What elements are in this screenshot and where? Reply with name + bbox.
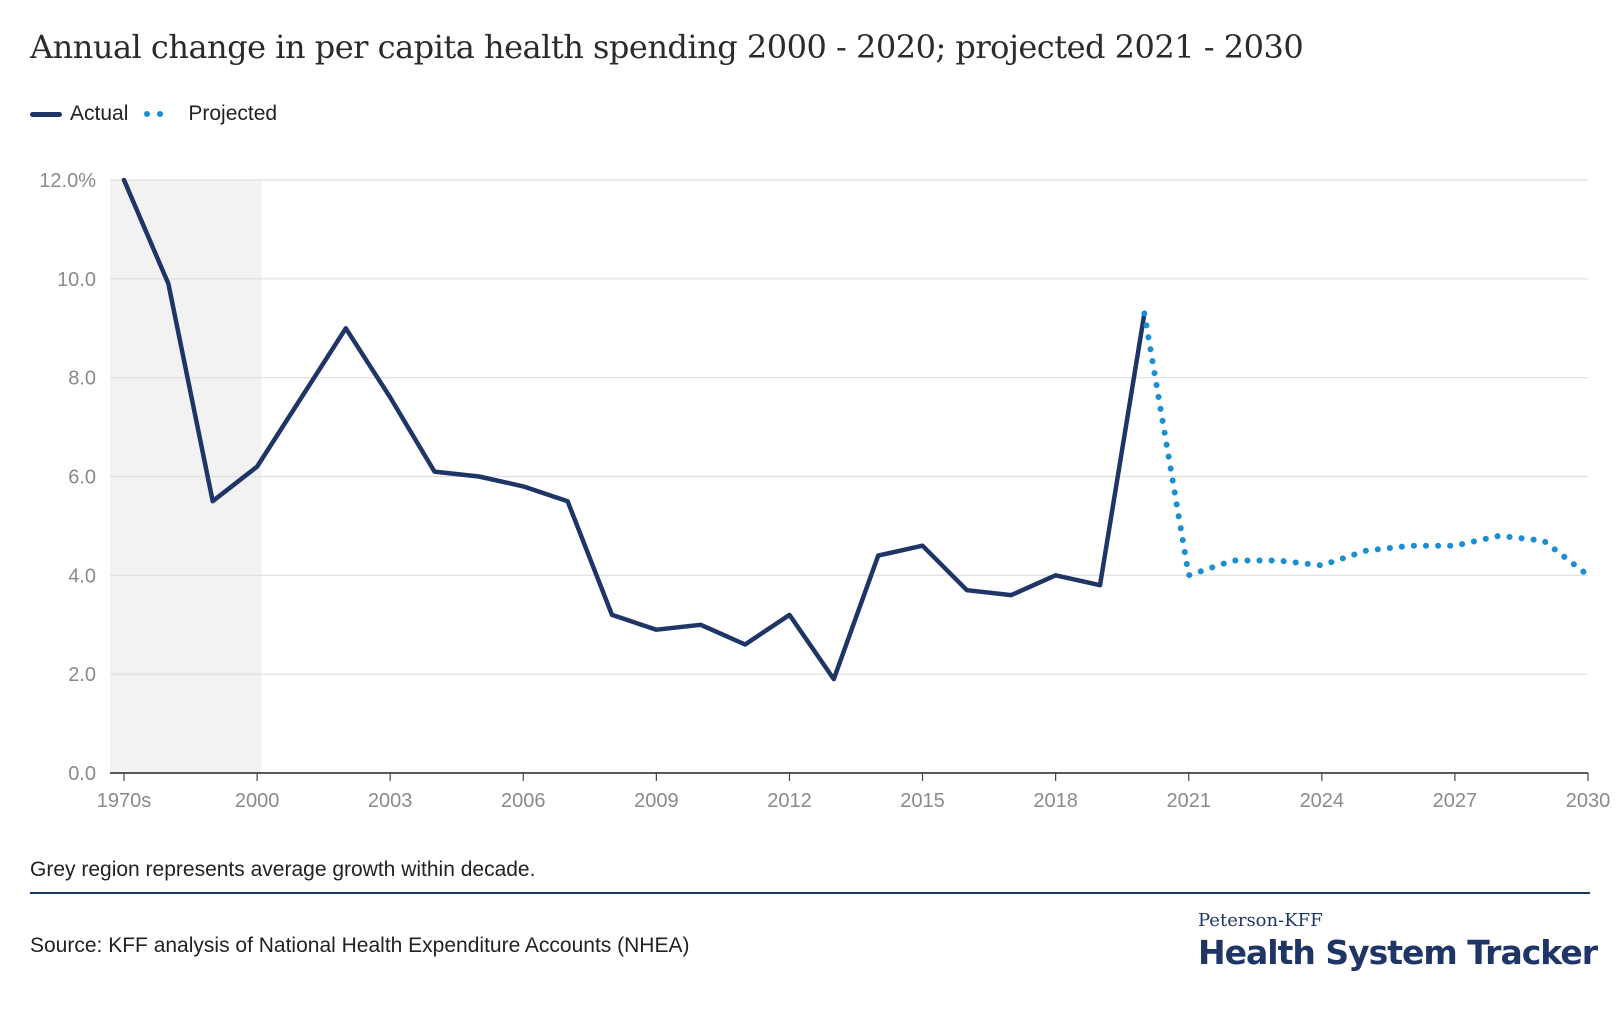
legend-label-projected: Projected	[188, 102, 278, 125]
x-tick-label: 2015	[900, 790, 945, 812]
chart-note: Grey region represents average growth wi…	[30, 858, 536, 881]
series-layer	[121, 177, 1591, 682]
source-text: Source: KFF analysis of National Health …	[30, 934, 690, 957]
series-line-projected	[1141, 310, 1591, 580]
y-tick-label: 4.0	[68, 565, 96, 587]
legend: Actual Projected	[30, 102, 289, 126]
x-tick-label: 2006	[501, 790, 546, 812]
series-line-actual	[121, 177, 1147, 682]
x-tick-label: 1970s	[97, 790, 152, 812]
brand-logo: Peterson-KFF Health System Tracker	[1198, 910, 1598, 972]
y-tick-label: 2.0	[68, 664, 96, 686]
axis-layer: 1970s 2000 2003 2006 2009 2012 2015 2018 2021 202…	[97, 772, 1611, 812]
x-tick-label: 2030	[1566, 790, 1611, 812]
x-tick-label: 2021	[1166, 790, 1211, 812]
grid-layer: 0.0 2.0 4.0 6.0 8.0 10.0 12.0%	[39, 170, 1588, 785]
y-tick-label: 12.0%	[39, 170, 96, 192]
x-tick-label: 2009	[634, 790, 679, 812]
y-tick-label: 10.0	[57, 269, 96, 291]
footer-divider	[30, 892, 1590, 894]
logo-line-1: Peterson-KFF	[1198, 910, 1323, 931]
x-tick-label: 2012	[767, 790, 812, 812]
x-tick-label: 2027	[1433, 790, 1478, 812]
legend-item-actual: Actual	[30, 102, 128, 126]
legend-item-projected: Projected	[140, 102, 277, 126]
y-tick-label: 0.0	[68, 763, 96, 785]
x-tick-label: 2018	[1033, 790, 1078, 812]
legend-label-actual: Actual	[70, 102, 129, 125]
y-tick-label: 6.0	[68, 467, 96, 489]
y-tick-label: 8.0	[68, 368, 96, 390]
x-tick-label: 2003	[368, 790, 413, 812]
logo-line-2: Health System Tracker	[1198, 933, 1598, 972]
chart-title: Annual change in per capita health spend…	[30, 28, 1304, 66]
x-tick-label: 2000	[235, 790, 280, 812]
x-tick-label: 2024	[1300, 790, 1345, 812]
legend-swatch-actual	[30, 111, 62, 117]
line-chart: 0.0 2.0 4.0 6.0 8.0 10.0 12.0% 1970s 2000 2003 20…	[39, 170, 1611, 812]
legend-swatch-projected	[144, 111, 170, 117]
